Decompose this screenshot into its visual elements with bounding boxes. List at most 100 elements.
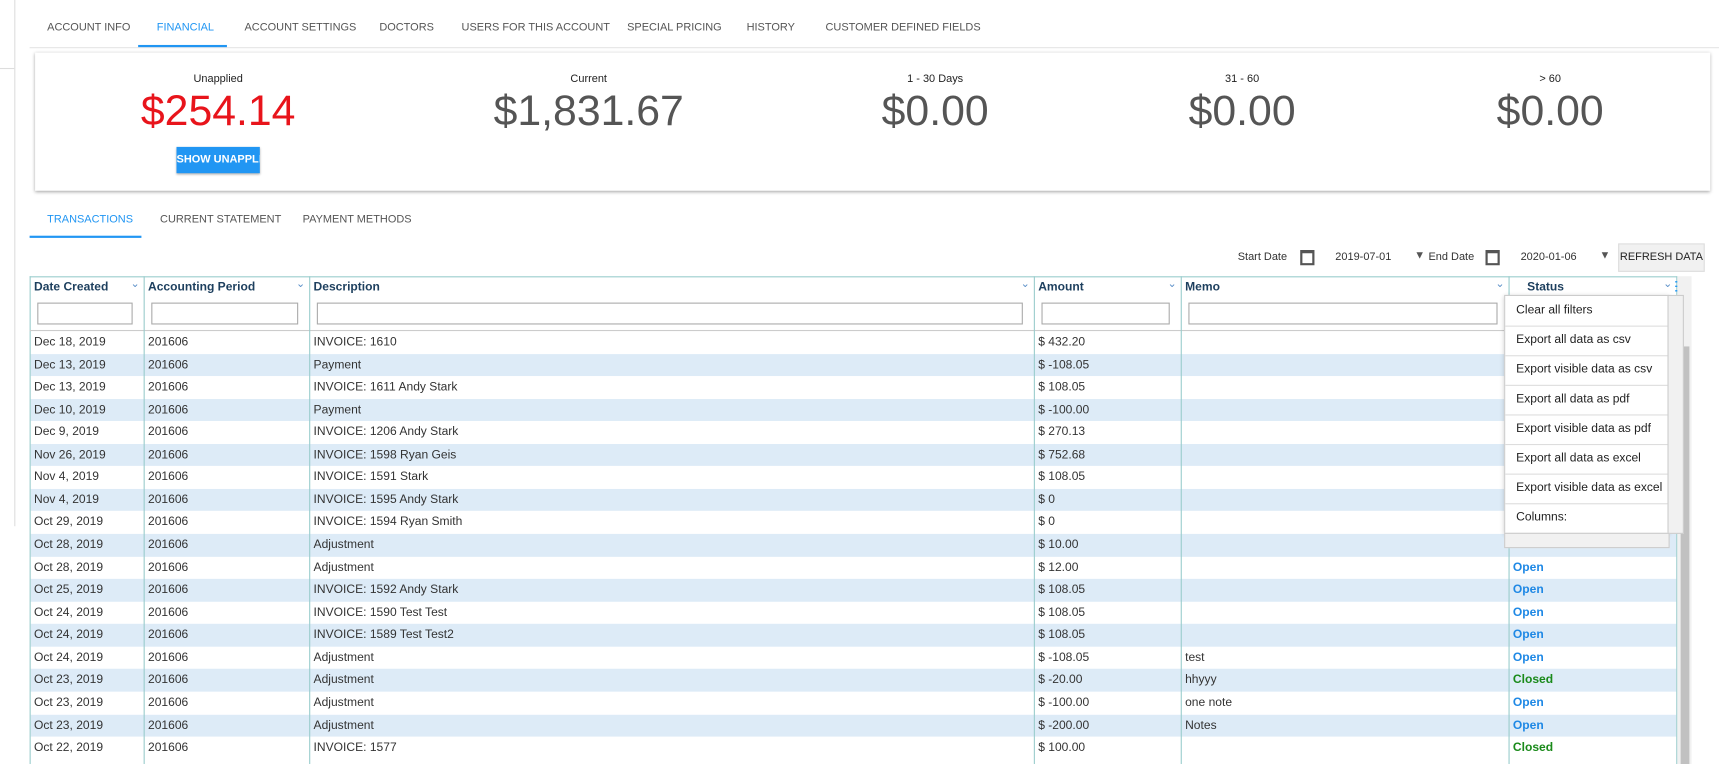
column-divider bbox=[1180, 276, 1182, 764]
menu-item[interactable]: Export all data as csv bbox=[1516, 333, 1631, 347]
tab[interactable]: FINANCIAL bbox=[156, 21, 215, 34]
cell: 201606 bbox=[148, 628, 189, 642]
column-header[interactable]: Status bbox=[1527, 280, 1565, 294]
filter-input[interactable] bbox=[1041, 302, 1170, 325]
tab[interactable]: USERS FOR THIS ACCOUNT bbox=[461, 21, 610, 34]
summary-label: 1 - 30 Days bbox=[907, 73, 964, 86]
cell: Dec 9, 2019 bbox=[33, 425, 100, 439]
column-header[interactable]: Amount bbox=[1038, 280, 1084, 294]
cell: INVOICE: 1611 Andy Stark bbox=[313, 380, 458, 394]
column-chevron[interactable]: ⌄ bbox=[130, 278, 140, 291]
cell: 201606 bbox=[148, 605, 189, 620]
cell: 201606 bbox=[148, 583, 189, 597]
column-divider bbox=[309, 276, 311, 764]
row bbox=[30, 511, 1677, 534]
cell: 201606 bbox=[148, 403, 189, 417]
subtab[interactable]: TRANSACTIONS bbox=[47, 213, 134, 226]
cell: INVOICE: 1610 bbox=[313, 335, 397, 349]
cell: $ -100.00 bbox=[1038, 403, 1090, 417]
column-header[interactable]: Accounting Period bbox=[148, 280, 256, 294]
filter-input[interactable] bbox=[37, 302, 133, 325]
calendar-icon[interactable] bbox=[1300, 249, 1315, 266]
cell: one note bbox=[1185, 696, 1233, 710]
cell: 201606 bbox=[148, 448, 189, 462]
row bbox=[30, 421, 1677, 444]
menu-item[interactable]: Export visible data as csv bbox=[1516, 362, 1653, 377]
cell: Nov 4, 2019 bbox=[33, 470, 100, 484]
filter-input[interactable] bbox=[1188, 302, 1498, 325]
cell: Oct 24, 2019 bbox=[33, 651, 104, 665]
cell: Adjustment bbox=[313, 560, 374, 575]
summary-value: $254.14 bbox=[140, 87, 296, 135]
cell: Closed bbox=[1512, 741, 1554, 755]
row bbox=[30, 331, 1677, 354]
cell: Adjustment bbox=[313, 651, 374, 665]
column-chevron[interactable]: ⌄ bbox=[296, 278, 306, 291]
cell: hhyyy bbox=[1185, 673, 1217, 687]
column-chevron[interactable]: ⌄ bbox=[1020, 278, 1030, 291]
cell: Adjustment bbox=[313, 538, 374, 552]
menu-item[interactable]: Export visible data as excel bbox=[1516, 481, 1663, 495]
cell: Oct 23, 2019 bbox=[33, 673, 104, 687]
row bbox=[30, 443, 1677, 467]
menu-item[interactable]: Columns: bbox=[1516, 510, 1568, 525]
menu-item[interactable]: Export all data as excel bbox=[1516, 451, 1641, 465]
menu-separator bbox=[1505, 444, 1668, 446]
cell: 201606 bbox=[148, 470, 189, 484]
subtab-underline bbox=[29, 235, 142, 238]
column-chevron[interactable]: ⌄ bbox=[1495, 278, 1505, 291]
row bbox=[30, 579, 1677, 602]
row bbox=[30, 556, 1677, 580]
column-header[interactable]: Memo bbox=[1185, 280, 1220, 294]
menu-item[interactable]: Export visible data as pdf bbox=[1516, 422, 1651, 436]
cell: Nov 26, 2019 bbox=[33, 448, 106, 462]
cell: Dec 13, 2019 bbox=[33, 357, 106, 372]
tab[interactable]: HISTORY bbox=[746, 21, 795, 34]
cell: 201606 bbox=[148, 718, 189, 732]
cell: INVOICE: 1206 Andy Stark bbox=[313, 425, 459, 439]
tab[interactable]: ACCOUNT SETTINGS bbox=[244, 21, 357, 34]
tab[interactable]: ACCOUNT INFO bbox=[47, 21, 131, 34]
end-date-input[interactable]: 2020-01-06 bbox=[1520, 251, 1577, 264]
subtab[interactable]: CURRENT STATEMENT bbox=[160, 213, 282, 226]
scroll-thumb[interactable] bbox=[1680, 346, 1690, 764]
cell: 201606 bbox=[148, 515, 189, 529]
cell: INVOICE: 1591 Stark bbox=[313, 470, 429, 484]
row bbox=[30, 646, 1677, 670]
dropdown-arrow[interactable]: ▼ bbox=[1414, 249, 1426, 263]
menu-item[interactable]: Clear all filters bbox=[1516, 303, 1593, 317]
cell: INVOICE: 1594 Ryan Smith bbox=[313, 515, 463, 529]
refresh-button[interactable]: REFRESH DATA bbox=[1618, 243, 1705, 272]
column-chevron[interactable]: ⌄ bbox=[1167, 278, 1177, 291]
tab[interactable]: CUSTOMER DEFINED FIELDS bbox=[825, 21, 981, 34]
cell: Oct 22, 2019 bbox=[33, 741, 104, 755]
cell: Adjustment bbox=[313, 696, 374, 710]
subtab[interactable]: PAYMENT METHODS bbox=[302, 213, 412, 226]
menu-hscrollbar bbox=[1504, 532, 1670, 549]
column-header[interactable]: Date Created bbox=[33, 280, 109, 294]
tabs-divider bbox=[29, 47, 1719, 49]
cell: INVOICE: 1577 bbox=[313, 741, 397, 755]
row bbox=[30, 601, 1677, 625]
filter-input[interactable] bbox=[316, 302, 1023, 325]
menu-separator bbox=[1505, 473, 1668, 475]
cell: $ 752.68 bbox=[1038, 448, 1086, 462]
menu-separator bbox=[1505, 355, 1668, 357]
tab[interactable]: DOCTORS bbox=[379, 21, 434, 34]
row bbox=[30, 533, 1677, 557]
summary-value: $0.00 bbox=[1496, 87, 1604, 135]
row bbox=[30, 466, 1677, 489]
cell: Closed bbox=[1512, 673, 1554, 687]
tab[interactable]: SPECIAL PRICING bbox=[627, 21, 722, 34]
show-unapplied-button[interactable]: SHOW UNAPPLI bbox=[176, 146, 260, 174]
column-chevron[interactable]: ⌄ bbox=[1663, 278, 1673, 291]
cell: INVOICE: 1590 Test Test bbox=[313, 605, 448, 620]
filter-input[interactable] bbox=[151, 302, 299, 325]
dropdown-arrow[interactable]: ▼ bbox=[1599, 249, 1611, 263]
menu-separator bbox=[1505, 384, 1668, 386]
start-date-input[interactable]: 2019-07-01 bbox=[1335, 251, 1392, 264]
column-header[interactable]: Description bbox=[313, 280, 380, 294]
cell: Open bbox=[1512, 605, 1544, 620]
menu-item[interactable]: Export all data as pdf bbox=[1516, 392, 1630, 406]
calendar-icon[interactable] bbox=[1485, 249, 1500, 266]
